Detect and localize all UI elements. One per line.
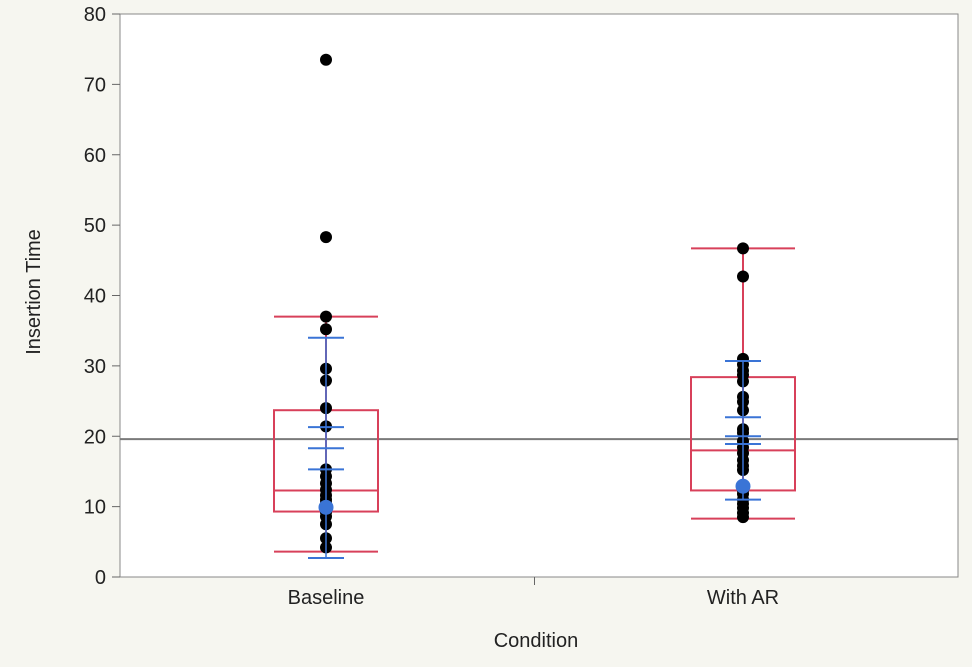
y-tick-label: 70 [84, 74, 106, 96]
plot-area [119, 13, 959, 578]
y-tick-label: 0 [95, 567, 106, 589]
y-axis-label: Insertion Time [23, 229, 45, 355]
data-point [320, 310, 332, 323]
mean-marker [735, 478, 751, 494]
y-tick-label: 80 [84, 4, 106, 26]
data-point [737, 270, 749, 283]
data-point [320, 323, 332, 336]
group-baseline [273, 53, 379, 559]
y-tick-label: 50 [84, 215, 106, 237]
x-tick-label: With AR [707, 587, 779, 609]
data-point [320, 53, 332, 66]
plot-layer [120, 53, 958, 559]
x-tick-label: Baseline [288, 587, 365, 609]
x-axis-label: Condition [494, 630, 579, 652]
data-point [737, 511, 749, 524]
data-point [737, 242, 749, 255]
y-tick-label: 30 [84, 356, 106, 378]
group-with-ar [690, 242, 796, 524]
data-point [320, 231, 332, 244]
y-tick-label: 10 [84, 497, 106, 519]
y-axis: 0 10 20 30 40 50 60 70 80 [84, 4, 120, 589]
mean-marker [318, 499, 334, 515]
y-tick-label: 20 [84, 426, 106, 448]
y-tick-label: 40 [84, 286, 106, 308]
x-axis: Baseline With AR [288, 577, 779, 609]
y-tick-label: 60 [84, 145, 106, 167]
